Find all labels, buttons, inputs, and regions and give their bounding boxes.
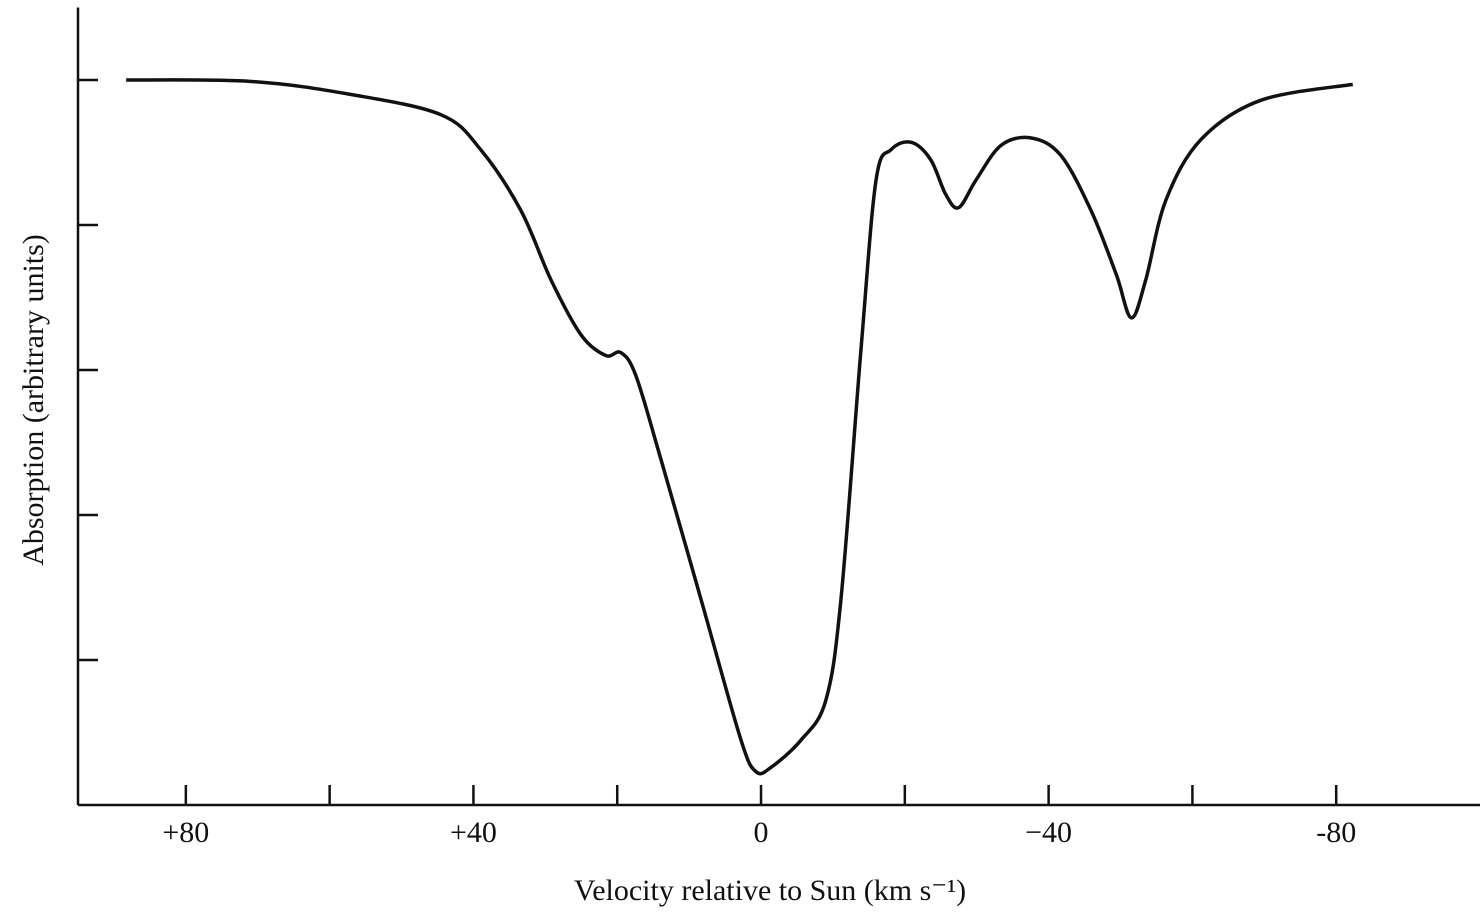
x-tick-label: +80 bbox=[162, 816, 209, 849]
x-tick-label: +40 bbox=[450, 816, 497, 849]
x-tick-label: 0 bbox=[754, 816, 769, 849]
x-axis-label: Velocity relative to Sun (km s⁻¹) bbox=[574, 874, 966, 907]
y-axis-label: Absorption (arbitrary units) bbox=[17, 234, 50, 566]
x-tick-label: -80 bbox=[1316, 816, 1356, 849]
absorption-line bbox=[126, 78, 1354, 776]
x-tick-label: −40 bbox=[1025, 816, 1072, 849]
